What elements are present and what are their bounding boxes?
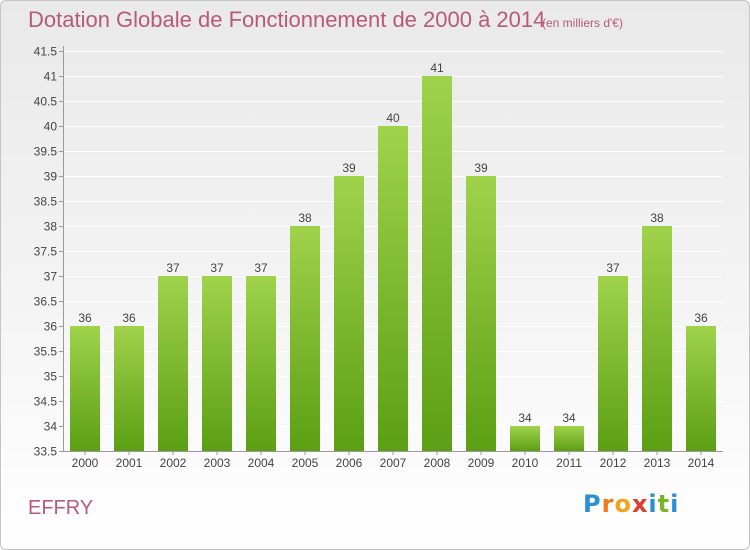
axes: [59, 46, 723, 455]
bar: [554, 426, 584, 451]
x-tick-label: 2004: [248, 456, 275, 470]
data-label: 34: [518, 411, 532, 425]
x-tick-label: 2001: [116, 456, 143, 470]
chart-title: Dotation Globale de Fonctionnement de 20…: [28, 7, 546, 32]
bar: [70, 326, 100, 451]
data-label: 39: [342, 161, 356, 175]
y-tick-label: 35.5: [34, 345, 58, 359]
data-label: 41: [430, 61, 444, 75]
y-tick-label: 36: [44, 320, 58, 334]
y-tick-label: 41.5: [34, 45, 58, 59]
data-label: 37: [606, 261, 620, 275]
logo-letter: P: [583, 490, 602, 518]
bar: [114, 326, 144, 451]
data-label: 39: [474, 161, 488, 175]
y-tick-label: 37: [44, 270, 58, 284]
data-label: 37: [166, 261, 180, 275]
bar: [334, 176, 364, 451]
y-tick-label: 33.5: [34, 445, 58, 459]
logo-letter: x: [631, 490, 649, 518]
x-tick-label: 2008: [424, 456, 451, 470]
bar: [642, 226, 672, 451]
data-label: 34: [562, 411, 576, 425]
y-tick-label: 36.5: [34, 295, 58, 309]
bar: [466, 176, 496, 451]
data-label: 36: [78, 311, 92, 325]
data-label: 36: [122, 311, 136, 325]
y-tick-label: 40.5: [34, 95, 58, 109]
data-label: 36: [694, 311, 708, 325]
bar: [290, 226, 320, 451]
x-tick-label: 2005: [292, 456, 319, 470]
logo-letter: r: [601, 490, 615, 518]
bar: [422, 76, 452, 451]
x-tick-label: 2010: [512, 456, 539, 470]
y-tick-label: 40: [44, 120, 58, 134]
logo-letter: i: [670, 490, 680, 518]
logo-letter: i: [648, 490, 658, 518]
bar: [202, 276, 232, 451]
bar: [246, 276, 276, 451]
y-tick-label: 37.5: [34, 245, 58, 259]
x-tick-label: 2003: [204, 456, 231, 470]
data-label: 38: [298, 211, 312, 225]
x-tick-label: 2000: [72, 456, 99, 470]
x-tick-label: 2002: [160, 456, 187, 470]
x-tick-label: 2006: [336, 456, 363, 470]
y-tick-label: 38.5: [34, 195, 58, 209]
bar: [510, 426, 540, 451]
y-tick-label: 41: [44, 70, 58, 84]
x-tick-label: 2011: [556, 456, 582, 470]
x-tick-label: 2013: [644, 456, 671, 470]
bar: [378, 126, 408, 451]
x-tick-label: 2012: [600, 456, 627, 470]
x-tick-label: 2007: [380, 456, 407, 470]
y-tick-label: 34.5: [34, 395, 58, 409]
chart-subtitle: (en milliers d'€): [542, 16, 623, 30]
data-label: 38: [650, 211, 664, 225]
proxiti-logo: Proxiti: [583, 490, 679, 518]
data-label: 37: [254, 261, 268, 275]
bars: [70, 76, 716, 451]
labels: 33.5 34 34.5 35 35.5 36 36.5 37 37.5 38 38.5 39 39.5…: [34, 45, 715, 471]
y-tick-label: 39.5: [34, 145, 58, 159]
y-tick-label: 39: [44, 170, 58, 184]
commune-name: EFFRY: [28, 497, 94, 519]
y-tick-label: 35: [44, 370, 58, 384]
x-tick-label: 2014: [688, 456, 715, 470]
bar: [158, 276, 188, 451]
logo-letter: t: [657, 490, 671, 518]
logo-letter: o: [614, 490, 632, 518]
y-tick-label: 34: [44, 420, 58, 434]
y-tick-label: 38: [44, 220, 58, 234]
bar: [686, 326, 716, 451]
data-label: 40: [386, 111, 400, 125]
x-tick-label: 2009: [468, 456, 495, 470]
bar: [598, 276, 628, 451]
data-label: 37: [210, 261, 224, 275]
